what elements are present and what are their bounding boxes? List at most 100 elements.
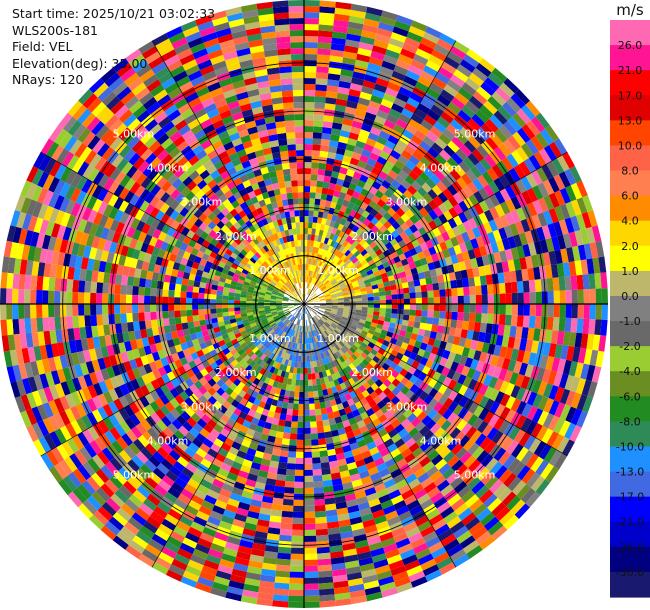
velocity-cell — [400, 276, 408, 284]
velocity-cell — [269, 255, 276, 262]
velocity-cell — [319, 268, 324, 275]
velocity-cell — [477, 420, 489, 434]
velocity-cell — [324, 264, 330, 271]
velocity-cell — [394, 438, 406, 449]
velocity-cell — [452, 192, 464, 204]
velocity-cell — [180, 186, 191, 197]
velocity-cell — [210, 337, 219, 345]
velocity-cell — [177, 365, 187, 375]
velocity-cell — [288, 372, 293, 380]
velocity-cell — [258, 199, 266, 208]
velocity-cell — [383, 378, 392, 388]
velocity-cell — [268, 466, 278, 474]
velocity-cell — [164, 513, 179, 526]
velocity-cell — [284, 487, 295, 494]
velocity-cell — [215, 145, 226, 155]
velocity-cell — [316, 241, 321, 248]
velocity-cell — [202, 207, 213, 217]
velocity-cell — [369, 391, 379, 400]
velocity-cell — [261, 285, 268, 290]
velocity-cell — [330, 550, 344, 559]
velocity-cell — [305, 264, 309, 271]
velocity-cell — [216, 335, 224, 343]
velocity-cell — [344, 193, 352, 202]
velocity-cell — [270, 298, 277, 302]
velocity-cell — [270, 146, 280, 154]
velocity-cell — [332, 282, 339, 287]
velocity-cell — [377, 337, 385, 344]
velocity-cell — [372, 181, 382, 190]
velocity-cell — [352, 367, 360, 376]
velocity-cell — [407, 320, 415, 328]
velocity-cell — [179, 400, 190, 412]
velocity-cell — [338, 355, 346, 363]
velocity-cell — [324, 321, 331, 327]
velocity-cell — [268, 171, 277, 179]
velocity-cell — [363, 143, 374, 153]
velocity-cell — [202, 70, 217, 82]
velocity-cell — [272, 253, 278, 261]
velocity-cell — [70, 420, 83, 435]
velocity-cell — [77, 432, 90, 447]
velocity-cell — [89, 223, 99, 236]
velocity-cell — [132, 367, 142, 379]
velocity-cell — [264, 293, 272, 297]
velocity-cell — [284, 229, 290, 237]
velocity-cell — [204, 313, 212, 320]
velocity-cell — [369, 338, 378, 345]
velocity-cell — [270, 509, 283, 517]
velocity-cell — [73, 267, 81, 281]
velocity-cell — [118, 200, 130, 213]
velocity-cell — [473, 203, 484, 215]
velocity-cell — [405, 218, 414, 228]
velocity-cell — [280, 287, 287, 292]
velocity-cell — [284, 114, 295, 121]
velocity-cell — [331, 171, 340, 179]
velocity-cell — [378, 383, 388, 392]
velocity-cell — [135, 376, 146, 388]
velocity-cell — [260, 338, 268, 345]
velocity-cell — [169, 162, 181, 174]
velocity-cell — [113, 197, 124, 210]
velocity-cell — [461, 250, 471, 261]
velocity-cell — [482, 171, 494, 185]
velocity-cell — [245, 338, 253, 346]
velocity-cell — [510, 281, 518, 294]
velocity-cell — [395, 198, 405, 208]
velocity-cell — [369, 126, 382, 136]
velocity-cell — [283, 174, 291, 182]
velocity-cell — [42, 276, 50, 291]
velocity-cell — [226, 203, 235, 213]
velocity-cell — [510, 314, 518, 327]
velocity-cell — [351, 120, 363, 129]
velocity-cell — [301, 252, 304, 259]
velocity-cell — [294, 120, 304, 127]
velocity-cell — [354, 243, 362, 251]
velocity-cell — [259, 292, 266, 296]
velocity-cell — [219, 488, 232, 499]
velocity-cell — [330, 556, 345, 565]
velocity-cell — [313, 396, 320, 404]
velocity-cell — [268, 284, 275, 289]
velocity-cell — [282, 332, 287, 339]
velocity-cell — [319, 377, 326, 385]
velocity-cell — [196, 349, 205, 358]
velocity-cell — [215, 358, 224, 367]
velocity-cell — [257, 249, 264, 257]
velocity-cell — [216, 308, 223, 314]
velocity-cell — [314, 102, 326, 110]
velocity-cell — [275, 259, 281, 266]
velocity-cell — [304, 132, 313, 139]
velocity-cell — [452, 404, 464, 416]
velocity-cell — [337, 427, 346, 436]
velocity-cell — [97, 393, 108, 407]
velocity-cell — [485, 323, 493, 334]
velocity-cell — [214, 499, 228, 510]
velocity-cell — [321, 324, 327, 331]
velocity-cell — [311, 264, 315, 272]
velocity-cell — [478, 212, 489, 225]
velocity-cell — [391, 212, 401, 221]
velocity-cell — [518, 362, 529, 376]
velocity-cell — [484, 209, 494, 222]
velocity-cell — [128, 330, 136, 341]
